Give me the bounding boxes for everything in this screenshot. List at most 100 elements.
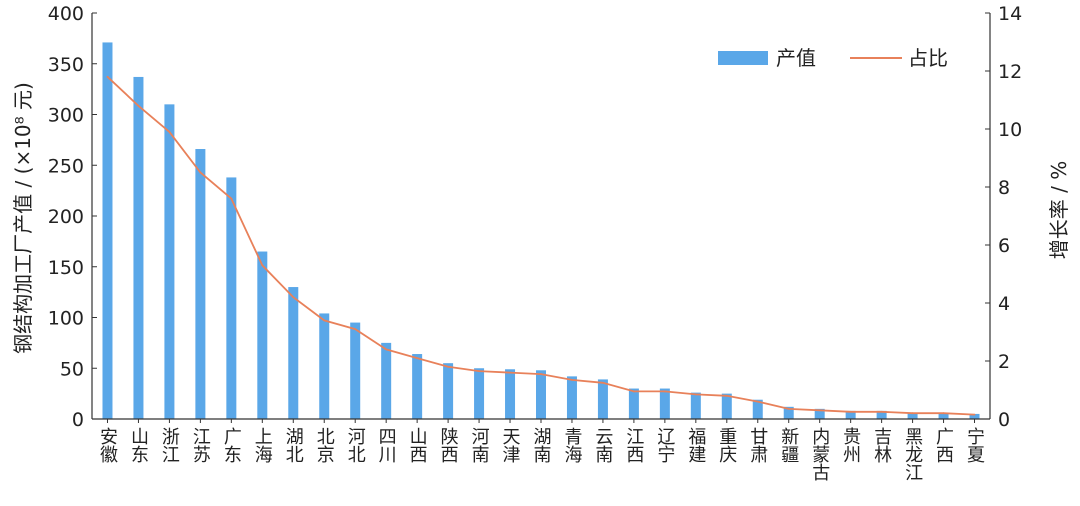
x-tick-label: 江苏 <box>190 427 211 463</box>
x-tick-label: 湖北 <box>283 427 304 463</box>
x-axis: 安徽 山东 浙江 江苏 广东 上海 湖北 北京 河北 四川 山西 陕西 河南 天津 湖南 青海 云南 江西 辽宁 福建… <box>92 418 990 481</box>
y2-tick-label: 12 <box>998 61 1022 83</box>
line-point <box>137 104 140 107</box>
bar-series <box>102 42 980 420</box>
line-point <box>478 370 480 373</box>
bar-广东 <box>226 177 237 419</box>
line-point <box>447 365 450 368</box>
x-tick-label: 安徽 <box>97 427 118 463</box>
y-tick-label: 300 <box>48 105 84 127</box>
bar-贵州 <box>845 410 856 419</box>
y-tick-label: 50 <box>60 358 84 380</box>
bar-宁夏 <box>969 413 980 419</box>
right-axis: 0 2 4 6 8 10 12 14 <box>985 3 1022 431</box>
line-point <box>509 371 511 374</box>
line-point <box>756 400 759 403</box>
line-point <box>818 409 821 412</box>
legend-bar-swatch <box>718 51 768 65</box>
line-point <box>199 171 202 174</box>
x-tick-label: 吉林 <box>871 427 892 463</box>
line-point <box>230 197 233 200</box>
y2-tick-label: 4 <box>998 293 1010 315</box>
x-tick-label: 内蒙古 <box>809 427 830 481</box>
y2-tick-label: 6 <box>998 235 1010 257</box>
x-tick-label: 重庆 <box>716 427 737 463</box>
bar-江西 <box>628 388 639 419</box>
line-point <box>540 373 542 375</box>
left-axis: 0 50 100 150 200 250 300 350 400 <box>48 3 97 431</box>
x-tick-label: 天津 <box>500 427 521 463</box>
line-point <box>973 413 976 416</box>
x-tick-label: 山东 <box>128 427 149 463</box>
bar-新疆 <box>783 406 794 419</box>
bar-四川 <box>381 342 392 419</box>
line-point <box>725 394 728 397</box>
y-tick-label: 250 <box>48 155 84 177</box>
line-point <box>880 410 883 413</box>
bar-辽宁 <box>659 388 670 419</box>
bar-北京 <box>319 313 330 419</box>
y2-axis-title: 增长率 / % <box>1047 161 1071 259</box>
x-tick-label: 河北 <box>345 427 366 463</box>
line-point <box>571 378 573 381</box>
line-point <box>323 319 326 322</box>
y-tick-label: 350 <box>48 54 84 76</box>
bar-安徽 <box>102 42 113 420</box>
y2-tick-label: 14 <box>998 3 1022 25</box>
x-tick-label: 陕西 <box>438 427 459 463</box>
x-tick-label: 黑龙江 <box>902 427 923 481</box>
line-point <box>632 390 635 393</box>
bar-山东 <box>133 76 144 419</box>
legend-line-label: 占比 <box>908 46 948 70</box>
line-point <box>416 357 419 359</box>
y2-tick-label: 8 <box>998 177 1010 199</box>
x-tick-label: 甘肃 <box>747 427 768 463</box>
x-tick-label: 上海 <box>252 427 273 463</box>
x-tick-label: 云南 <box>592 427 613 463</box>
bar-广西 <box>938 412 949 419</box>
x-tick-label: 宁夏 <box>964 427 985 463</box>
bar-江苏 <box>195 149 206 419</box>
x-tick-label: 广东 <box>221 427 242 463</box>
line-point <box>694 393 697 396</box>
bar-浙江 <box>164 104 175 419</box>
bar-河南 <box>474 368 485 419</box>
bar-青海 <box>566 376 577 419</box>
line-point <box>787 407 790 410</box>
bar-湖北 <box>288 287 299 419</box>
x-tick-label: 福建 <box>685 427 706 463</box>
y2-tick-label: 10 <box>998 119 1022 141</box>
y-tick-label: 100 <box>48 308 84 330</box>
bar-河北 <box>350 322 361 419</box>
x-tick-label: 北京 <box>314 427 335 464</box>
line-point <box>663 390 666 393</box>
bar-陕西 <box>443 363 454 419</box>
x-tick-label: 湖南 <box>531 427 552 463</box>
line-point <box>385 348 388 351</box>
line-point <box>168 131 171 133</box>
y2-tick-label: 0 <box>998 409 1010 431</box>
bar-内蒙古 <box>814 408 825 419</box>
x-tick-label: 浙江 <box>159 427 180 463</box>
line-point <box>354 328 357 330</box>
y-tick-label: 0 <box>72 409 84 431</box>
x-tick-label: 江西 <box>623 427 644 463</box>
x-tick-label: 青海 <box>561 427 582 463</box>
line-point <box>911 412 914 415</box>
y-tick-label: 400 <box>48 3 84 25</box>
line-point <box>602 381 604 384</box>
line-point <box>849 410 852 413</box>
bar-吉林 <box>876 410 887 419</box>
x-tick-label: 辽宁 <box>654 427 675 463</box>
legend-bar-label: 产值 <box>776 46 816 70</box>
y2-tick-label: 2 <box>998 351 1010 373</box>
bar-黑龙江 <box>907 412 918 419</box>
x-tick-label: 广西 <box>933 427 954 463</box>
bar-山西 <box>412 354 423 419</box>
y-axis-title: 钢结构加工厂产值 / (×10⁸ 元) <box>11 82 35 354</box>
bar-上海 <box>257 251 268 419</box>
line-point <box>942 412 945 415</box>
bar-天津 <box>505 369 516 419</box>
